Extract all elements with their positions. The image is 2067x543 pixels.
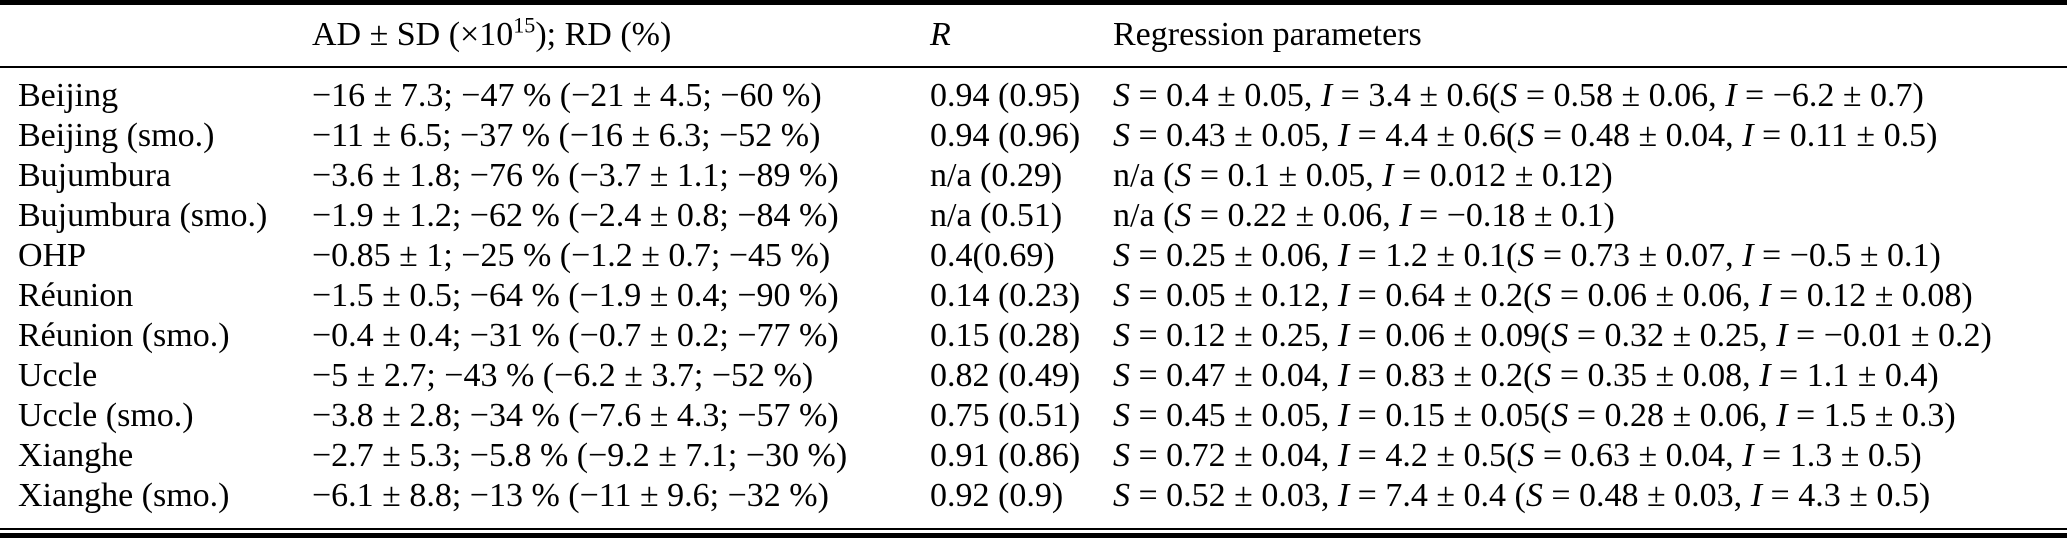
ad-sd-rd-cell: −1.9 ± 1.2; −62 % (−2.4 ± 0.8; −84 %)	[312, 196, 839, 234]
r-value-cell: 0.94 (0.96)	[930, 116, 1081, 154]
regression-cell: S = 0.43 ± 0.05, I = 4.4 ± 0.6(S = 0.48 …	[1113, 116, 1938, 154]
header-station	[0, 2, 312, 68]
table-row: Beijing (smo.) −11 ± 6.5; −37 % (−16 ± 6.…	[0, 116, 2067, 156]
table-body: Beijing −16 ± 7.3; −47 % (−21 ± 4.5; −60 …	[0, 67, 2067, 530]
ad-sd-rd-cell: −3.6 ± 1.8; −76 % (−3.7 ± 1.1; −89 %)	[312, 156, 839, 194]
station-cell: Xianghe (smo.)	[0, 475, 312, 530]
ad-sd-rd-cell: −6.1 ± 8.8; −13 % (−11 ± 9.6; −32 %)	[312, 475, 930, 530]
station-cell: Réunion (smo.)	[18, 316, 230, 354]
station-cell: Beijing	[18, 76, 119, 114]
table-row: Uccle (smo.) −3.8 ± 2.8; −34 % (−7.6 ± 4.…	[0, 396, 2067, 436]
ad-sd-rd-cell: −3.8 ± 2.8; −34 % (−7.6 ± 4.3; −57 %)	[312, 396, 839, 434]
r-value-cell: 0.82 (0.49)	[930, 356, 1081, 394]
regression-cell: S = 0.4 ± 0.05, I = 3.4 ± 0.6(S = 0.58 ±…	[1113, 76, 1924, 114]
r-value-cell: n/a (0.29)	[930, 156, 1063, 194]
bottom-thick-rule	[0, 532, 2067, 538]
regression-cell: S = 0.47 ± 0.04, I = 0.83 ± 0.2(S = 0.35…	[1113, 356, 1939, 394]
station-cell: Bujumbura	[18, 156, 171, 194]
r-value-cell: 0.75 (0.51)	[930, 396, 1081, 434]
table-row: Xianghe −2.7 ± 5.3; −5.8 % (−9.2 ± 7.1; −…	[0, 436, 2067, 476]
regression-cell: S = 0.25 ± 0.06, I = 1.2 ± 0.1(S = 0.73 …	[1113, 236, 1941, 274]
station-cell: Uccle (smo.)	[18, 396, 194, 434]
station-cell: Uccle	[18, 356, 98, 394]
header-ad-sd-rd-prefix: AD ± SD (×10	[312, 16, 514, 54]
table-row: Bujumbura (smo.) −1.9 ± 1.2; −62 % (−2.4 …	[0, 196, 2067, 236]
ad-sd-rd-cell: −16 ± 7.3; −47 % (−21 ± 4.5; −60 %)	[312, 76, 822, 114]
station-cell: OHP	[18, 236, 87, 274]
ad-sd-rd-cell: −2.7 ± 5.3; −5.8 % (−9.2 ± 7.1; −30 %)	[312, 436, 848, 474]
header-ad-sd-rd-suffix: ); RD (%)	[535, 16, 672, 54]
table-row: Uccle −5 ± 2.7; −43 % (−6.2 ± 3.7; −52 %)…	[0, 356, 2067, 396]
station-cell: Xianghe	[18, 436, 134, 474]
regression-cell: S = 0.05 ± 0.12, I = 0.64 ± 0.2(S = 0.06…	[1113, 276, 1973, 314]
r-value-cell: 0.15 (0.28)	[930, 316, 1081, 354]
ad-sd-rd-cell: −0.85 ± 1; −25 % (−1.2 ± 0.7; −45 %)	[312, 236, 831, 274]
r-value-cell: 0.4(0.69)	[930, 236, 1055, 274]
table-row: Xianghe (smo.) −6.1 ± 8.8; −13 % (−11 ± 9…	[0, 475, 2067, 530]
regression-cell: S = 0.45 ± 0.05, I = 0.15 ± 0.05(S = 0.2…	[1113, 396, 1956, 434]
station-cell: Beijing (smo.)	[18, 116, 215, 154]
table-row: Bujumbura −3.6 ± 1.8; −76 % (−3.7 ± 1.1; …	[0, 156, 2067, 196]
station-cell: Bujumbura (smo.)	[18, 196, 268, 234]
results-table: AD ± SD (×1015); RD (%) R Regression par…	[0, 0, 2067, 530]
table-row: Réunion (smo.) −0.4 ± 0.4; −31 % (−0.7 ± …	[0, 316, 2067, 356]
regression-cell: S = 0.12 ± 0.25, I = 0.06 ± 0.09(S = 0.3…	[1113, 316, 1992, 354]
regression-cell: n/a (S = 0.22 ± 0.06, I = −0.18 ± 0.1)	[1113, 196, 1615, 234]
ad-sd-rd-cell: −0.4 ± 0.4; −31 % (−0.7 ± 0.2; −77 %)	[312, 316, 839, 354]
header-r: R	[930, 2, 1113, 68]
ad-sd-rd-cell: −11 ± 6.5; −37 % (−16 ± 6.3; −52 %)	[312, 116, 821, 154]
r-value-cell: n/a (0.51)	[930, 196, 1063, 234]
header-exponent: 15	[513, 12, 536, 38]
ad-sd-rd-cell: −5 ± 2.7; −43 % (−6.2 ± 3.7; −52 %)	[312, 356, 814, 394]
ad-sd-rd-cell: −1.5 ± 0.5; −64 % (−1.9 ± 0.4; −90 %)	[312, 276, 839, 314]
header-ad-sd-rd: AD ± SD (×1015); RD (%)	[312, 2, 930, 68]
r-value-cell: 0.91 (0.86)	[930, 436, 1081, 474]
table-row: Beijing −16 ± 7.3; −47 % (−21 ± 4.5; −60 …	[0, 67, 2067, 116]
table-row: OHP −0.85 ± 1; −25 % (−1.2 ± 0.7; −45 %) 0…	[0, 236, 2067, 276]
r-value-cell: 0.94 (0.95)	[930, 76, 1081, 114]
table-row: Réunion −1.5 ± 0.5; −64 % (−1.9 ± 0.4; −9…	[0, 276, 2067, 316]
r-value-cell: 0.92 (0.9)	[930, 475, 1113, 530]
header-regression: Regression parameters	[1113, 2, 2067, 68]
regression-cell: S = 0.52 ± 0.03, I = 7.4 ± 0.4 (S = 0.48…	[1113, 475, 2067, 530]
r-value-cell: 0.14 (0.23)	[930, 276, 1081, 314]
regression-cell: n/a (S = 0.1 ± 0.05, I = 0.012 ± 0.12)	[1113, 156, 1613, 194]
regression-cell: S = 0.72 ± 0.04, I = 4.2 ± 0.5(S = 0.63 …	[1113, 436, 1922, 474]
header-row: AD ± SD (×1015); RD (%) R Regression par…	[0, 2, 2067, 68]
station-cell: Réunion	[18, 276, 134, 314]
